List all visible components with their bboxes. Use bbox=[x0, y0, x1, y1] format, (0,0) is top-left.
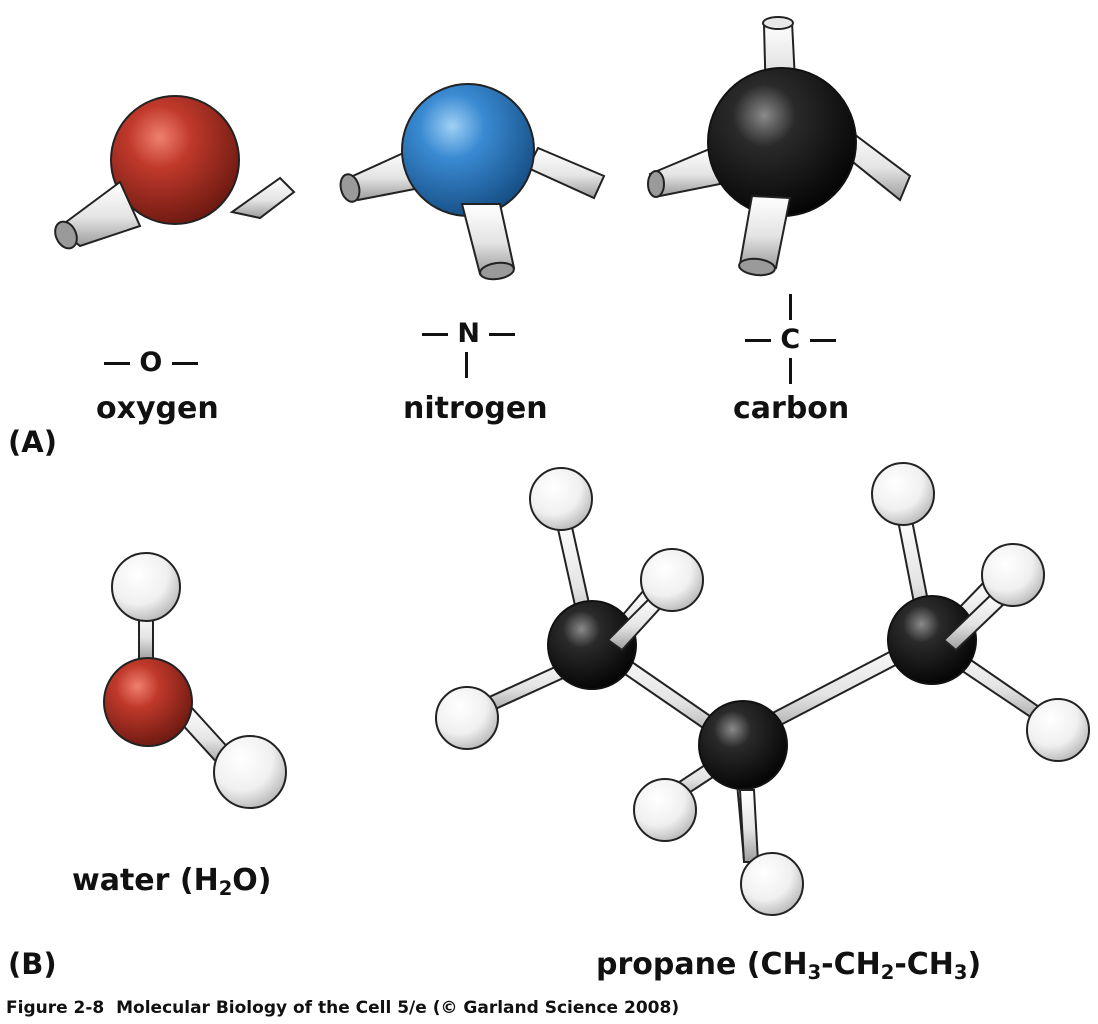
hydrogen-atom bbox=[213, 735, 287, 809]
nitrogen-bond-down bbox=[465, 352, 468, 378]
panel-a-label: (A) bbox=[8, 425, 57, 459]
water-label: water (H2O) bbox=[72, 863, 272, 900]
water-model bbox=[103, 552, 287, 809]
hydrogen-atom bbox=[633, 778, 697, 842]
carbon-atom bbox=[707, 67, 857, 217]
carbon-atom bbox=[547, 600, 637, 690]
hydrogen-atom bbox=[981, 543, 1045, 607]
nitrogen-bond-symbol: N bbox=[422, 320, 516, 347]
oxygen-atom bbox=[110, 95, 240, 225]
figure-source: Molecular Biology of the Cell 5/e (© Gar… bbox=[116, 998, 680, 1018]
figure-caption: Figure 2-8 Molecular Biology of the Cell… bbox=[6, 1000, 679, 1017]
propane-model bbox=[435, 462, 1090, 916]
oxygen-atom bbox=[103, 657, 193, 747]
carbon-bond-down bbox=[789, 358, 792, 384]
oxygen-label: oxygen bbox=[96, 391, 219, 426]
hydrogen-atom bbox=[111, 552, 181, 622]
hydrogen-atom bbox=[1026, 698, 1090, 762]
carbon-atom bbox=[887, 595, 977, 685]
carbon-model bbox=[647, 16, 912, 277]
nitrogen-label: nitrogen bbox=[403, 391, 548, 426]
nitrogen-atom bbox=[401, 83, 535, 217]
hydrogen-atom bbox=[640, 548, 704, 612]
propane-label: propane (CH3-CH2-CH3) bbox=[596, 947, 982, 984]
oxygen-bond-symbol: O bbox=[104, 349, 198, 376]
oxygen-model bbox=[54, 95, 296, 250]
hydrogen-atom bbox=[529, 467, 593, 531]
carbon-label: carbon bbox=[733, 391, 850, 426]
nitrogen-model bbox=[339, 83, 606, 281]
figure-number: Figure 2-8 bbox=[6, 998, 105, 1018]
panel-b-label: (B) bbox=[8, 947, 57, 981]
hydrogen-atom bbox=[435, 686, 499, 750]
carbon-atom bbox=[698, 700, 788, 790]
carbon-bond-symbol: C bbox=[745, 326, 836, 353]
hydrogen-atom bbox=[871, 462, 935, 526]
carbon-bond-up bbox=[789, 294, 792, 320]
hydrogen-atom bbox=[740, 852, 804, 916]
